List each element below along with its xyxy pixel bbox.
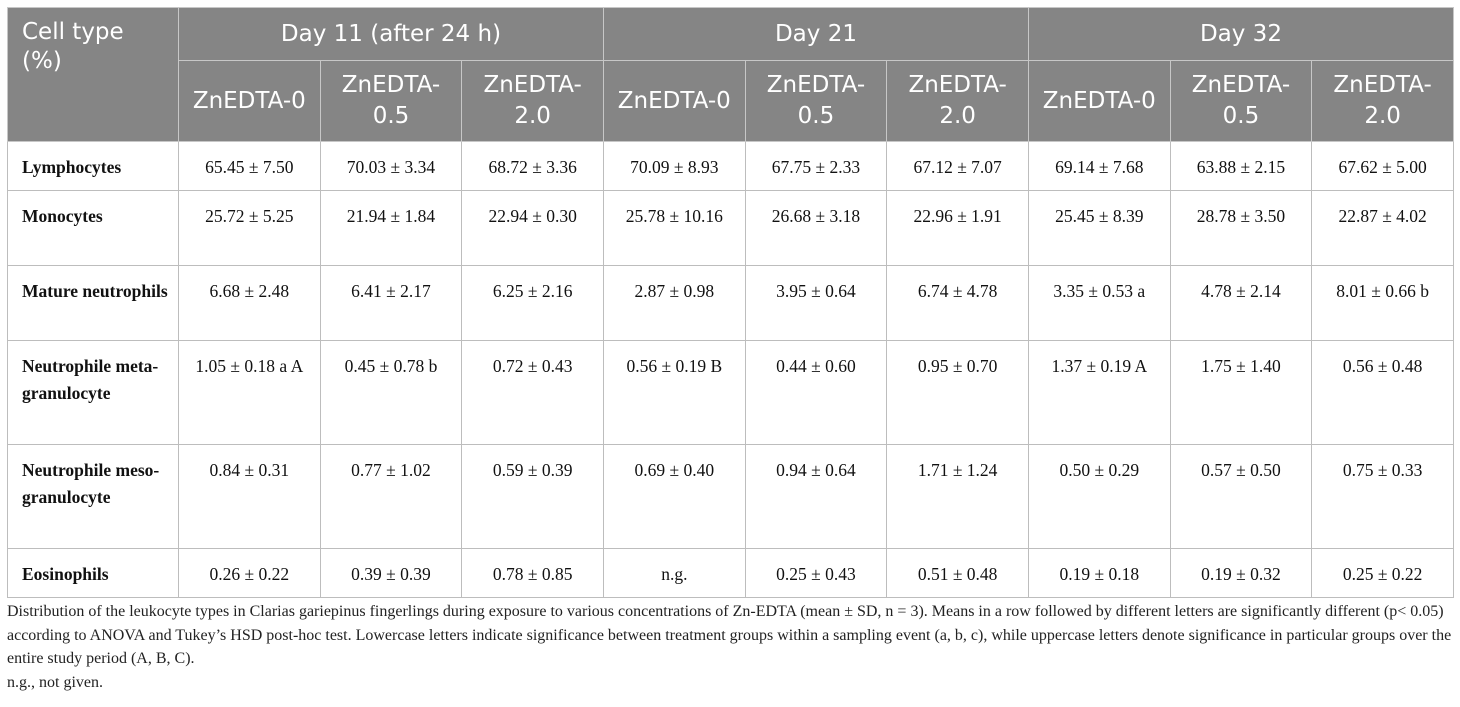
table-cell: 25.45 ± 8.39 [1027,190,1171,266]
cell-type-column-header: Cell type (%) [7,7,179,142]
table-cell: 0.19 ± 0.32 [1169,548,1313,598]
table-cell: 67.75 ± 2.33 [744,141,888,191]
treatment-header: ZnEDTA-0 [178,60,321,142]
caption-note: n.g., not given. [7,673,103,691]
table-cell: 1.71 ± 1.24 [886,444,1029,549]
table-cell: 0.77 ± 1.02 [319,444,463,549]
table-cell: 25.78 ± 10.16 [602,190,746,266]
table-cell: 0.25 ± 0.22 [1311,548,1454,598]
table-cell: 0.50 ± 0.29 [1027,444,1171,549]
table-cell: 2.87 ± 0.98 [602,265,746,341]
table-cell: 0.56 ± 0.19 B [602,340,746,445]
table-cell: 0.39 ± 0.39 [319,548,463,598]
group-header-day-32: Day 32 [1027,7,1454,61]
table-row-lymphocytes: Lymphocytes 65.45 ± 7.50 70.03 ± 3.34 68… [7,141,1454,191]
table-cell: 28.78 ± 3.50 [1169,190,1313,266]
table-cell: n.g. [602,548,746,598]
table-row-mature-neutrophils: Mature neutrophils 6.68 ± 2.48 6.41 ± 2.… [7,265,1454,341]
table-cell: 22.96 ± 1.91 [886,190,1029,266]
table-cell: 25.72 ± 5.25 [178,190,321,266]
table-row-neutrophile-meta-granulocyte: Neutrophile meta-granulocyte 1.05 ± 0.18… [7,340,1454,445]
table-cell: 0.69 ± 0.40 [602,444,746,549]
row-label: Neutrophile meso-granulocyte [7,444,179,549]
table-cell: 8.01 ± 0.66 b [1311,265,1454,341]
table-header: Cell type (%) Day 11 (after 24 h) Day 21… [7,7,1454,142]
table-cell: 3.95 ± 0.64 [744,265,888,341]
treatment-header: ZnEDTA-0.5 [319,60,463,142]
table-cell: 0.56 ± 0.48 [1311,340,1454,445]
table-cell: 6.25 ± 2.16 [461,265,604,341]
treatment-header: ZnEDTA-0.5 [1169,60,1313,142]
table-cell: 0.45 ± 0.78 b [319,340,463,445]
treatment-header: ZnEDTA-2.0 [886,60,1029,142]
table-cell: 68.72 ± 3.36 [461,141,604,191]
table-cell: 0.19 ± 0.18 [1027,548,1171,598]
table-cell: 67.12 ± 7.07 [886,141,1029,191]
treatment-header: ZnEDTA-2.0 [1311,60,1454,142]
table-cell: 70.09 ± 8.93 [602,141,746,191]
treatment-header: ZnEDTA-0 [1027,60,1171,142]
table-cell: 0.44 ± 0.60 [744,340,888,445]
table-caption: Distribution of the leukocyte types in C… [7,600,1453,694]
table-cell: 63.88 ± 2.15 [1169,141,1313,191]
caption-text: Distribution of the leukocyte types in C… [7,603,1452,667]
table-cell: 1.75 ± 1.40 [1169,340,1313,445]
table-body: Lymphocytes 65.45 ± 7.50 70.03 ± 3.34 68… [7,141,1454,598]
table-cell: 0.57 ± 0.50 [1169,444,1313,549]
row-label: Monocytes [7,190,179,266]
table-cell: 0.59 ± 0.39 [461,444,604,549]
table-cell: 21.94 ± 1.84 [319,190,463,266]
table-cell: 6.74 ± 4.78 [886,265,1029,341]
table-cell: 0.84 ± 0.31 [178,444,321,549]
treatment-header: ZnEDTA-0.5 [744,60,888,142]
table-cell: 0.75 ± 0.33 [1311,444,1454,549]
table-cell: 26.68 ± 3.18 [744,190,888,266]
leukocyte-distribution-table: Cell type (%) Day 11 (after 24 h) Day 21… [7,7,1454,598]
table-cell: 0.78 ± 0.85 [461,548,604,598]
table-cell: 67.62 ± 5.00 [1311,141,1454,191]
table-cell: 0.25 ± 0.43 [744,548,888,598]
table-cell: 65.45 ± 7.50 [178,141,321,191]
row-label: Eosinophils [7,548,179,598]
group-header-day-11: Day 11 (after 24 h) [178,7,604,61]
row-label: Neutrophile meta-granulocyte [7,340,179,445]
table-row-neutrophile-meso-granulocyte: Neutrophile meso-granulocyte 0.84 ± 0.31… [7,444,1454,549]
row-label: Mature neutrophils [7,265,179,341]
table-cell: 6.41 ± 2.17 [319,265,463,341]
treatment-header: ZnEDTA-2.0 [461,60,604,142]
table-cell: 0.72 ± 0.43 [461,340,604,445]
table-cell: 0.51 ± 0.48 [886,548,1029,598]
table-cell: 69.14 ± 7.68 [1027,141,1171,191]
table-cell: 4.78 ± 2.14 [1169,265,1313,341]
table-cell: 22.87 ± 4.02 [1311,190,1454,266]
treatment-header: ZnEDTA-0 [602,60,746,142]
table-cell: 1.05 ± 0.18 a A [178,340,321,445]
table-cell: 1.37 ± 0.19 A [1027,340,1171,445]
table-cell: 22.94 ± 0.30 [461,190,604,266]
table-cell: 0.94 ± 0.64 [744,444,888,549]
table-cell: 70.03 ± 3.34 [319,141,463,191]
table-cell: 6.68 ± 2.48 [178,265,321,341]
group-header-day-21: Day 21 [602,7,1029,61]
data-table-container: Cell type (%) Day 11 (after 24 h) Day 21… [7,7,1454,598]
table-cell: 3.35 ± 0.53 a [1027,265,1171,341]
row-label: Lymphocytes [7,141,179,191]
table-row-monocytes: Monocytes 25.72 ± 5.25 21.94 ± 1.84 22.9… [7,190,1454,266]
table-cell: 0.95 ± 0.70 [886,340,1029,445]
table-row-eosinophils: Eosinophils 0.26 ± 0.22 0.39 ± 0.39 0.78… [7,548,1454,598]
table-cell: 0.26 ± 0.22 [178,548,321,598]
